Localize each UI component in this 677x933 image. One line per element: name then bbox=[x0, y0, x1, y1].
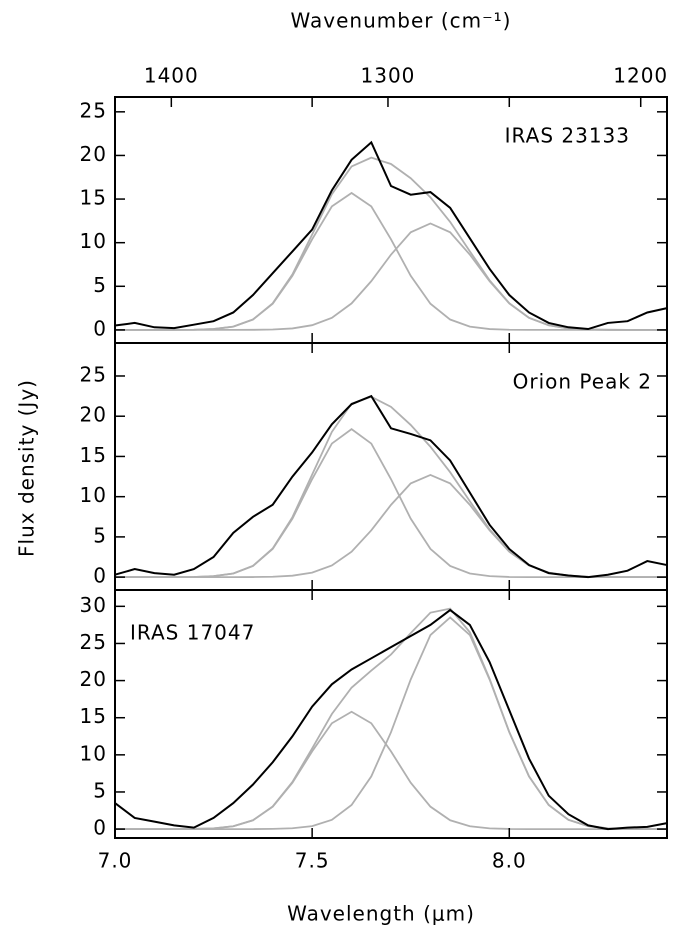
y-tick-label: 20 bbox=[80, 142, 107, 166]
y-tick-label: 25 bbox=[80, 630, 107, 654]
y-tick-label: 25 bbox=[80, 362, 107, 386]
top-x-tick-label: 1200 bbox=[613, 64, 668, 88]
top-axis-label: Wavenumber (cm⁻¹) bbox=[291, 9, 512, 33]
y-tick-label: 15 bbox=[80, 704, 107, 728]
y-tick-label: 20 bbox=[80, 667, 107, 691]
top-x-tick-label: 1300 bbox=[361, 64, 416, 88]
y-tick-label: 10 bbox=[80, 229, 107, 253]
spectrum-line bbox=[114, 140, 668, 331]
spectrum-line bbox=[115, 427, 667, 579]
panel-title: Orion Peak 2 bbox=[513, 370, 652, 394]
x-axis-label: Wavelength (μm) bbox=[287, 902, 475, 926]
x-tick-label: 7.5 bbox=[295, 849, 330, 873]
spectrum-line bbox=[114, 608, 668, 831]
x-tick-label: 8.0 bbox=[492, 849, 527, 873]
y-tick-label: 5 bbox=[93, 273, 107, 297]
spectrum-line bbox=[115, 156, 667, 331]
panel-title: IRAS 17047 bbox=[130, 621, 255, 645]
y-tick-label: 0 bbox=[93, 316, 107, 340]
spectrum-line bbox=[115, 607, 667, 830]
spectrum-line bbox=[114, 394, 668, 579]
top-x-tick-label: 1400 bbox=[144, 64, 199, 88]
spectrum-line bbox=[115, 616, 667, 830]
x-tick-label: 7.0 bbox=[98, 849, 133, 873]
y-tick-label: 20 bbox=[80, 403, 107, 427]
y-tick-label: 0 bbox=[93, 564, 107, 588]
y-tick-label: 25 bbox=[80, 98, 107, 122]
y-tick-label: 15 bbox=[80, 186, 107, 210]
spectrum-line bbox=[115, 710, 667, 830]
y-tick-label: 5 bbox=[93, 778, 107, 802]
spectrum-line bbox=[115, 395, 667, 579]
spectrum-line bbox=[115, 191, 667, 331]
y-tick-label: 15 bbox=[80, 443, 107, 467]
y-tick-label: 0 bbox=[93, 816, 107, 840]
y-tick-label: 5 bbox=[93, 523, 107, 547]
y-tick-label: 30 bbox=[80, 593, 107, 617]
y-axis-label: Flux density (Jy) bbox=[15, 379, 39, 557]
panel-title: IRAS 23133 bbox=[505, 124, 630, 148]
panel-frame bbox=[114, 589, 668, 839]
spectrum-line bbox=[115, 473, 667, 579]
y-tick-label: 10 bbox=[80, 483, 107, 507]
y-tick-label: 10 bbox=[80, 741, 107, 765]
